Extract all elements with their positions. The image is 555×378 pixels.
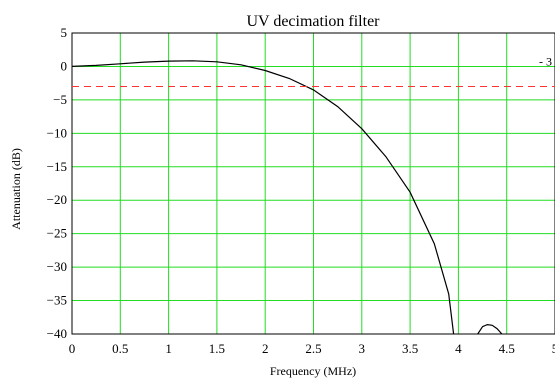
y-tick-label: 0 (61, 58, 68, 73)
x-tick-label: 5 (552, 341, 555, 356)
y-tick-label: −40 (47, 326, 67, 341)
y-tick-label: 5 (61, 25, 68, 40)
y-tick-label: −30 (47, 259, 67, 274)
y-tick-label: −5 (53, 92, 67, 107)
x-axis-label: Frequency (MHz) (270, 364, 356, 378)
x-tick-label: 4.5 (499, 341, 515, 356)
x-tick-label: 2 (262, 341, 269, 356)
x-tick-label: 2.5 (305, 341, 321, 356)
x-tick-label: 1 (165, 341, 172, 356)
x-tick-label: 3 (359, 341, 366, 356)
y-tick-label: −15 (47, 159, 67, 174)
y-tick-label: −10 (47, 125, 67, 140)
tick-labels: 0 0.5 1 1.5 2 2.5 3 3.5 4 4.5 5 5 0 −5 −10 −15 −20 −25 −30… (47, 25, 555, 356)
y-tick-label: −25 (47, 226, 67, 241)
grid (72, 33, 555, 334)
series-line (71, 60, 455, 335)
y-tick-label: −20 (47, 192, 67, 207)
x-tick-label: 4 (455, 341, 462, 356)
y-axis-label: Attenuation (dB) (9, 148, 23, 230)
x-tick-label: 0.5 (112, 341, 128, 356)
plot-frame (71, 32, 555, 335)
x-tick-label: 0 (69, 341, 76, 356)
series-group (71, 60, 503, 335)
x-tick-label: 3.5 (402, 341, 418, 356)
x-tick-label: 1.5 (209, 341, 225, 356)
y-tick-label: −35 (47, 293, 67, 308)
chart-title: UV decimation filter (247, 13, 381, 30)
series-line (477, 323, 503, 335)
reference-line-label: - 3 (539, 55, 552, 69)
